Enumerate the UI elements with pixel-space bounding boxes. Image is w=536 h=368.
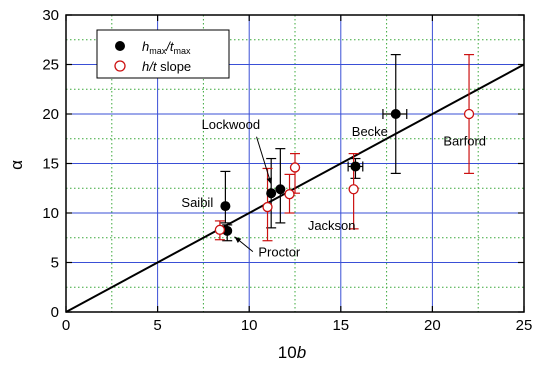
annotation-label: Barford [443, 134, 486, 149]
annotations: Lockwood Becke Barford Saibil Jackson Proctor [181, 117, 486, 260]
tick-labels: 0 5 10 15 20 25 0 5 10 15 20 25 30 [42, 7, 532, 334]
y-tick-label: 30 [42, 7, 59, 24]
x-tick-label: 5 [153, 317, 161, 334]
data-point-series-2 [214, 224, 226, 235]
data-point-series-2 [348, 184, 359, 195]
data-point-series-1 [275, 184, 286, 195]
x-tick-label: 15 [332, 317, 349, 334]
y-tick-label: 25 [42, 57, 59, 74]
arrow-head [234, 236, 242, 243]
legend: hmax/tmax h/t slope [96, 29, 230, 79]
data-points [214, 108, 475, 236]
x-axis-title: 10b [278, 343, 306, 362]
data-point-series-1 [220, 201, 231, 212]
data-point-series-1 [390, 109, 401, 119]
x-tick-label: 25 [516, 317, 533, 334]
arrow-line [256, 136, 272, 185]
legend-marker-series-2 [114, 60, 126, 72]
legend-marker-series-1 [115, 41, 125, 51]
data-point-series-2 [284, 189, 295, 200]
legend-label-series-1: hmax/tmax [142, 39, 191, 56]
arrow-head [266, 177, 272, 185]
annotation-label: Jackson [308, 218, 356, 233]
annotation-label: Lockwood [202, 117, 261, 132]
x-tick-label: 0 [62, 317, 70, 334]
annotation-label: Becke [352, 124, 388, 139]
y-tick-label: 10 [42, 205, 59, 222]
data-point-series-2 [463, 108, 475, 120]
data-point-series-1 [266, 188, 277, 199]
annotation-label: Proctor [258, 245, 301, 260]
x-tick-label: 20 [424, 317, 441, 334]
y-tick-label: 20 [42, 106, 59, 123]
data-point-series-2 [262, 201, 273, 213]
annotation-arrows [234, 136, 272, 252]
x-tick-label: 10 [241, 317, 258, 334]
data-point-series-1 [350, 161, 361, 172]
y-tick-label: 0 [51, 304, 59, 321]
y-axis-title: α [7, 160, 26, 170]
legend-label-series-2: h/t slope [142, 59, 191, 74]
annotation-label: Saibil [181, 195, 213, 210]
data-point-series-2 [289, 162, 301, 173]
y-tick-label: 5 [51, 255, 59, 272]
y-tick-label: 15 [42, 156, 59, 173]
